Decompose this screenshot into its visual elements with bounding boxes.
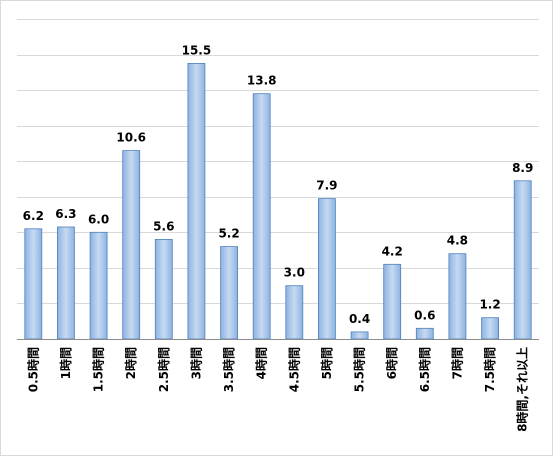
category-label: 8時間,それ以上: [515, 347, 530, 432]
data-label: 7.9: [316, 179, 337, 193]
category-label: 3.5時間: [221, 347, 236, 392]
data-label: 5.2: [218, 227, 239, 241]
category-label: 1.5時間: [91, 347, 106, 392]
data-label: 3.0: [284, 266, 305, 280]
data-labels: 6.2 6.3 6.0 10.6 5.6 15.5 5.2 13.8 3.0 7.9 0.4 4.2 0…: [23, 43, 534, 326]
bar-3.5時間: [220, 246, 239, 340]
category-label: 5時間: [319, 347, 334, 379]
data-label: 4.8: [447, 234, 468, 248]
category-labels: 0.5時間 1時間 1.5時間 2時間 2.5時間 3時間 3.5時間 4時間 4.5時間 5時間…: [25, 347, 529, 432]
data-label: 15.5: [182, 43, 212, 57]
data-label: 6.3: [55, 207, 76, 221]
category-label: 1時間: [58, 347, 73, 379]
data-label: 4.2: [382, 244, 403, 258]
category-label: 4時間: [254, 347, 269, 379]
category-label: 6時間: [384, 347, 399, 379]
bar-1.5時間: [89, 231, 108, 340]
category-label: 4.5時間: [286, 347, 301, 392]
bar-7.5時間: [481, 317, 500, 340]
bar-0.5時間: [24, 228, 43, 340]
bar-1時間: [57, 226, 75, 340]
data-label: 5.6: [153, 219, 174, 233]
bar-7時間: [448, 253, 467, 340]
bars: [24, 63, 532, 340]
bar-4時間: [252, 93, 271, 340]
bar-2時間: [122, 150, 141, 340]
category-label: 7.5時間: [482, 347, 497, 392]
bar-6.5時間: [415, 327, 434, 340]
bar-5時間: [317, 198, 336, 340]
bar-8時間,それ以上: [513, 180, 532, 340]
category-label: 3時間: [188, 347, 203, 379]
bar-4.5時間: [285, 285, 304, 340]
data-label: 8.9: [512, 161, 533, 175]
category-label: 2時間: [123, 347, 138, 379]
bar-6時間: [383, 263, 402, 340]
category-label: 0.5時間: [25, 347, 40, 392]
data-label: 0.6: [414, 308, 435, 322]
data-label: 13.8: [247, 74, 277, 88]
data-label: 0.4: [349, 312, 370, 326]
category-label: 5.5時間: [352, 347, 367, 392]
data-label: 6.2: [23, 209, 44, 223]
category-label: 2.5時間: [156, 347, 171, 392]
data-label: 10.6: [116, 131, 146, 145]
category-label: 6.5時間: [417, 347, 432, 392]
data-label: 1.2: [479, 298, 500, 312]
bar-2.5時間: [154, 238, 173, 340]
bar-5.5時間: [350, 331, 369, 340]
category-label: 7時間: [449, 347, 464, 379]
data-label: 6.0: [88, 212, 109, 226]
bar-3時間: [187, 63, 206, 340]
